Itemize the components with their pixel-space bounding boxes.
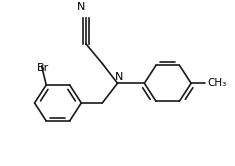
Text: Br: Br (37, 63, 49, 73)
Text: CH₃: CH₃ (208, 78, 227, 88)
Text: N: N (77, 2, 86, 12)
Text: N: N (114, 72, 123, 83)
